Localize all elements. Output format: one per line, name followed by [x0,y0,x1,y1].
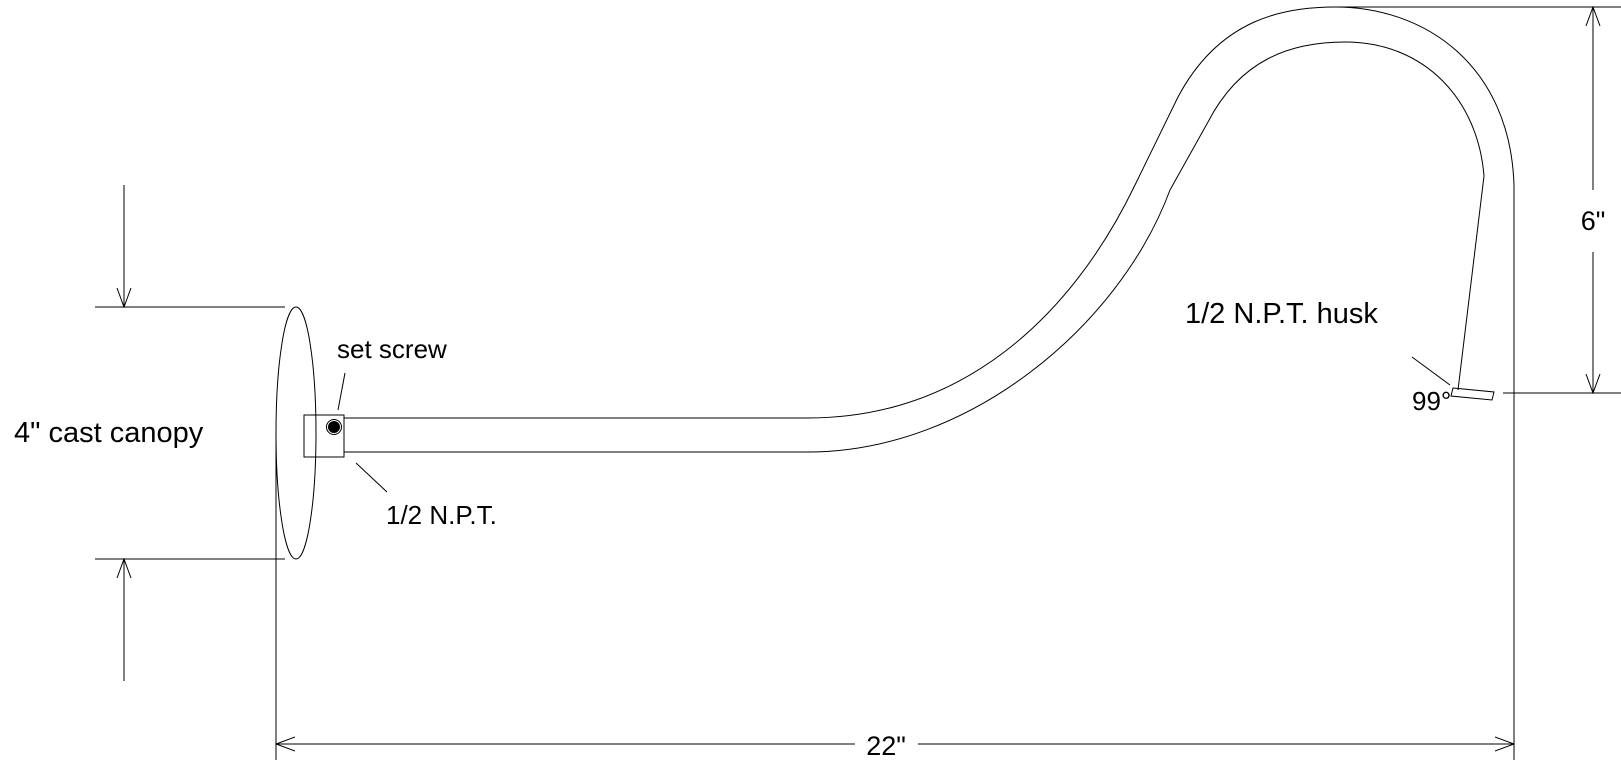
npt-leader-line [355,462,388,493]
arm-outer-contour [344,6,1515,760]
husk-fitting [1450,387,1495,401]
arm-inner-contour [344,41,1485,453]
set-screw-dot [328,421,340,433]
canopy-dimension [95,185,285,681]
set-screw-collar [303,414,345,458]
set-screw-ring [326,419,342,435]
canopy-label: 4" cast canopy [14,417,204,449]
width-label: 22" [866,731,906,760]
husk-leader-line [1411,356,1451,386]
npt-label: 1/2 N.P.T. [386,500,497,530]
canopy-oval [275,306,317,560]
height-label: 6" [1581,206,1606,236]
husk-label: 1/2 N.P.T. husk [1185,298,1378,330]
collar-body [303,414,345,458]
set-screw-leader-line [337,372,346,411]
width-dimension [276,433,1514,760]
angle-label: 99° [1412,386,1451,416]
height-dimension [1335,7,1621,393]
set-screw-label: set screw [337,334,447,364]
